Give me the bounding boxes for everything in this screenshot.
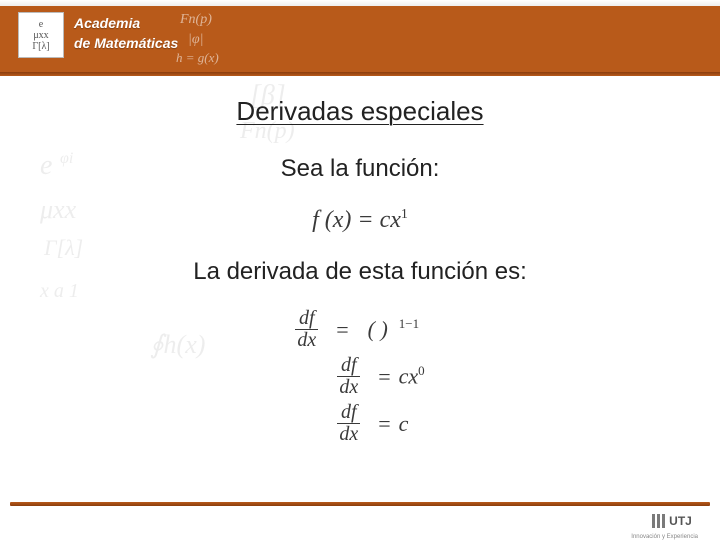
footer-divider xyxy=(10,502,710,506)
equals-sign: = xyxy=(336,317,348,343)
equals-sign: = xyxy=(378,411,390,437)
rhs1-paren: ( ) xyxy=(368,317,388,342)
deriv-row-2: df dx = cx0 xyxy=(337,355,424,398)
logo-line-3: Γ[λ] xyxy=(32,41,49,52)
deriv-row3-rhs: c xyxy=(399,411,409,437)
formula-fx: f (x) = cx1 xyxy=(0,207,720,234)
fraction-dfdx-2: df dx xyxy=(337,355,360,398)
derivative-block: df dx = ( ) 1−1 df dx = cx0 df xyxy=(295,304,424,449)
academia-title: Academia de Matemáticas xyxy=(74,14,178,53)
logo-line-1: e xyxy=(39,19,43,30)
header-symbol-1: Fn(p) xyxy=(180,12,212,28)
academia-line-1: Academia xyxy=(74,14,178,34)
header-banner: e μxx Γ[λ] Academia de Matemáticas Fn(p)… xyxy=(0,0,720,72)
academia-line-2: de Matemáticas xyxy=(74,34,178,54)
footer-logo-text: UTJ xyxy=(669,514,692,528)
frac-den: dx xyxy=(337,377,360,398)
frac-num: df xyxy=(339,355,359,376)
header-divider xyxy=(0,72,720,76)
slide-content: Derivadas especiales Sea la función: f (… xyxy=(0,84,720,449)
logo-line-2: μxx xyxy=(33,30,48,41)
rhs1-exp: 1−1 xyxy=(399,316,419,331)
lead-text-1: Sea la función: xyxy=(0,155,720,183)
frac-den: dx xyxy=(337,424,360,445)
rhs2-exp: 0 xyxy=(418,363,425,378)
footer-logo: UTJ xyxy=(646,510,698,532)
fraction-dfdx-1: df dx xyxy=(295,308,318,351)
header-symbol-2: |φ| xyxy=(188,32,203,48)
footer-logo-bars-icon xyxy=(652,514,665,528)
formula-fx-exp: 1 xyxy=(401,207,408,222)
rhs2-text: cx xyxy=(399,364,419,389)
lead-text-2: La derivada de esta función es: xyxy=(0,258,720,286)
deriv-row1-rhs: ( ) 1−1 xyxy=(357,316,420,342)
frac-num: df xyxy=(297,308,317,329)
academia-logo-box: e μxx Γ[λ] xyxy=(18,12,64,58)
footer-subtext: Innovación y Experiencia xyxy=(631,534,698,540)
deriv-row2-rhs: cx0 xyxy=(399,363,425,389)
formula-fx-text: f (x) = cx xyxy=(312,207,401,233)
frac-num: df xyxy=(339,402,359,423)
fraction-dfdx-3: df dx xyxy=(337,402,360,445)
frac-den: dx xyxy=(295,330,318,351)
page-title: Derivadas especiales xyxy=(0,96,720,127)
header-top-strip xyxy=(0,0,720,6)
equals-sign: = xyxy=(378,364,390,390)
deriv-row-3: df dx = c xyxy=(337,402,424,445)
deriv-row-1: df dx = ( ) 1−1 xyxy=(295,308,424,351)
header-symbol-3: h = g(x) xyxy=(176,50,219,66)
